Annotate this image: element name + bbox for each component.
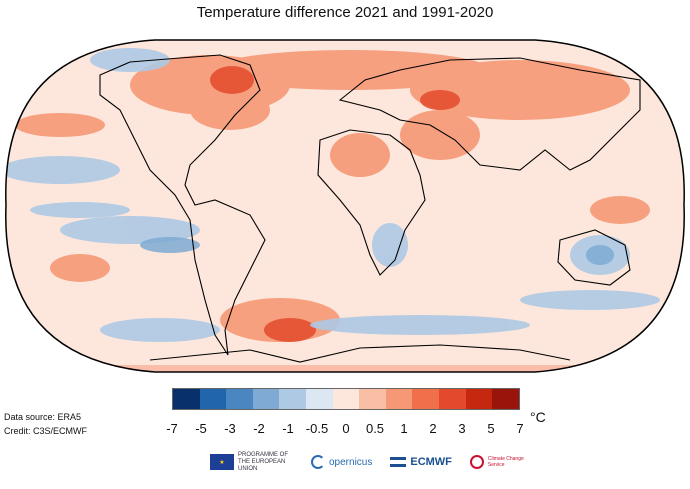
colorbar-tick-label: 7 [516,421,524,436]
colorbar-tick-label: 0 [342,421,350,436]
copernicus-mark-icon [311,455,325,469]
colorbar-swatch [412,389,440,409]
ecmwf-logo: ECMWF [390,456,452,468]
colorbar-tick-label: 5 [487,421,495,436]
cold-anomaly-regions [5,48,660,342]
colorbar-tick-label: -3 [224,421,236,436]
colorbar-tick-label: 0.5 [365,421,385,436]
colorbar-tick-label: 3 [458,421,466,436]
colorbar-swatch [385,389,413,409]
colorbar-swatch [199,389,227,409]
colorbar-swatch [332,389,360,409]
data-source-line: Data source: ERA5 [4,412,82,422]
colorbar-tick-label: -7 [166,421,178,436]
warm-anomaly-regions [15,50,650,342]
colorbar-swatch [492,389,519,409]
colorbar-swatch [226,389,253,409]
ecmwf-logo-text: ECMWF [410,456,452,468]
copernicus-logo-text: opernicus [329,456,373,468]
c3s-logo-text: Climate Change Service [487,456,524,468]
colorbar-swatch [439,389,466,409]
globe-outline [5,39,685,373]
coastlines [99,54,641,363]
copernicus-logo: opernicus [311,455,372,469]
strong-cold-regions [140,237,614,265]
colorbar-tick-label: 2 [429,421,437,436]
colorbar-swatch [252,389,280,409]
unit-label: °C [530,409,546,425]
colorbar-swatch [279,389,307,409]
colorbar [172,388,520,410]
colorbar-swatch [173,389,200,409]
eu-logo: ★ PROGRAMME OF THE EUROPEAN UNION [210,452,293,473]
c3s-logo: Climate Change Service [469,455,524,469]
colorbar-tick-label: -0.5 [305,421,329,436]
colorbar-swatch [359,389,386,409]
colorbar-tick-label: -2 [253,421,265,436]
c3s-mark-icon [469,455,484,469]
credit-line: Credit: C3S/ECMWF [4,426,88,436]
colorbar-swatch [465,389,493,409]
antarctic-band [5,365,685,372]
map-title: Temperature difference 2021 and 1991-202… [196,4,494,21]
ecmwf-mark-icon [390,457,407,467]
colorbar-tick-label: 1 [400,421,408,436]
logo-strip: ★ PROGRAMME OF THE EUROPEAN UNION operni… [210,452,524,472]
strong-warm-regions [210,66,460,342]
eu-flag-icon: ★ [210,454,234,470]
eu-logo-text: PROGRAMME OF THE EUROPEAN UNION [238,451,289,472]
colorbar-tick-label: -1 [282,421,294,436]
colorbar-ticks: -7 -5 -3 -2 -1 -0.5 0 0.5 1 2 3 5 7 [150,421,542,439]
data-source: Data source: ERA5 Credit: C3S/ECMWF [4,410,87,438]
colorbar-swatch [306,389,333,409]
colorbar-tick-label: -5 [195,421,207,436]
